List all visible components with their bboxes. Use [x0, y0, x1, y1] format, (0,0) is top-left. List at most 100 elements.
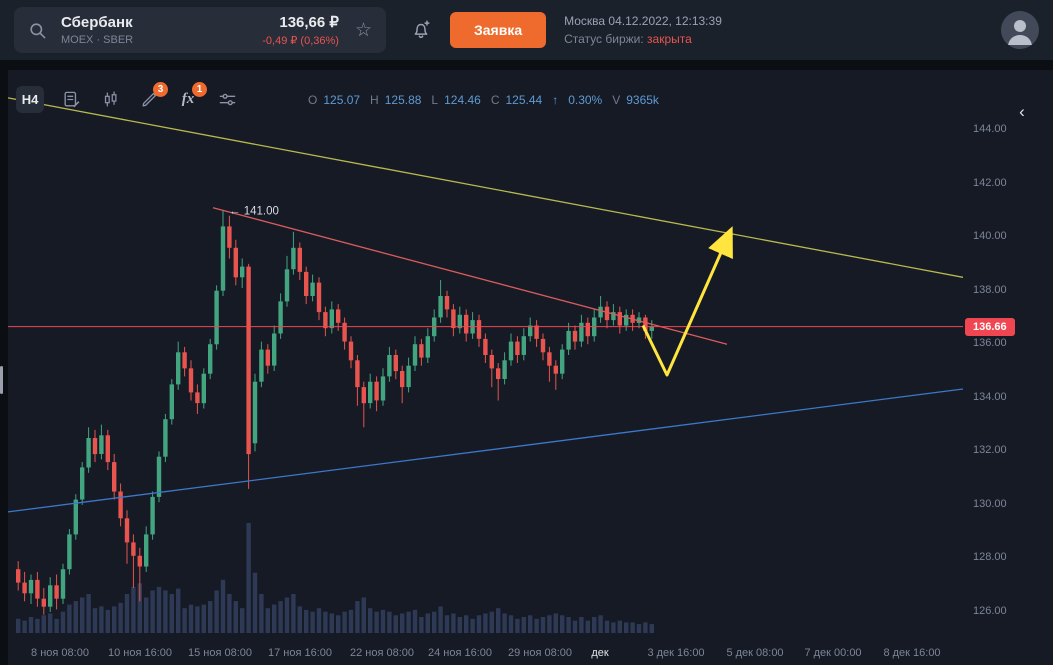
- drawing-tools-icon[interactable]: 3: [137, 81, 168, 112]
- upper-yellow-trendline[interactable]: [8, 97, 963, 278]
- trendline-drawings[interactable]: [8, 97, 963, 513]
- volume-bar: [643, 622, 648, 633]
- volume-bar: [508, 615, 514, 633]
- candle-body: [329, 309, 334, 329]
- candle-body: [195, 392, 200, 404]
- time-axis[interactable]: 8 ноя 08:00 10 ноя 16:00 15 ноя 08:00 17 но…: [8, 643, 963, 665]
- candle-body: [425, 336, 430, 358]
- candle-body: [240, 266, 245, 278]
- search-icon[interactable]: [28, 21, 47, 40]
- volume-bar: [137, 583, 142, 633]
- volume-bar: [131, 586, 136, 633]
- volume-bar: [400, 613, 405, 633]
- candle-body: [323, 312, 328, 329]
- volume-bar: [444, 615, 450, 633]
- candle-body: [227, 226, 232, 248]
- candle-body: [272, 333, 277, 366]
- candle-body: [528, 325, 533, 337]
- volume-bar: [368, 608, 373, 633]
- alert-bell-icon[interactable]: [410, 19, 432, 41]
- current-price-tag: 136.66: [965, 318, 1015, 336]
- volume-bar: [592, 617, 597, 633]
- time-axis-label: 15 ноя 08:00: [187, 647, 253, 659]
- drawings-count-badge: 3: [153, 81, 168, 97]
- candle-body: [476, 320, 482, 339]
- volume-bar: [291, 594, 296, 633]
- price-axis[interactable]: 136.66 ‹ 144.00 142.00 140.00 138.00 136.00 1…: [963, 70, 1053, 643]
- timeframe-button[interactable]: H4: [16, 86, 44, 113]
- time-axis-label: 8 ноя 08:00: [31, 647, 89, 659]
- volume-bar: [355, 601, 360, 633]
- candle-style-icon[interactable]: [98, 88, 122, 112]
- collapse-panel-chevron-icon[interactable]: ‹: [1019, 102, 1025, 121]
- volume-bar: [585, 620, 590, 633]
- peak-price-annotation[interactable]: ← 141.00: [229, 205, 279, 217]
- ohlc-change-percent: 0.30%: [568, 92, 603, 107]
- chart-canvas[interactable]: ← 141.00: [8, 70, 963, 643]
- volume-bar: [438, 606, 443, 633]
- volume-bar: [297, 606, 302, 633]
- volume-bar: [547, 615, 552, 633]
- price-axis-label: 144.00: [973, 123, 1007, 135]
- candle-body: [156, 456, 162, 497]
- volume-bar: [304, 609, 309, 633]
- favorite-star-icon[interactable]: ☆: [354, 19, 372, 41]
- volume-bar: [176, 588, 181, 633]
- notes-template-icon[interactable]: [59, 88, 83, 112]
- volume-bar: [28, 617, 34, 633]
- volume-bar: [387, 611, 392, 633]
- candle-body: [534, 325, 539, 339]
- volume-bar: [476, 615, 482, 633]
- candle-body: [214, 290, 219, 345]
- candle-body: [643, 317, 648, 331]
- candle-body: [144, 534, 149, 567]
- candle-body: [412, 344, 418, 366]
- volume-bar: [451, 613, 456, 633]
- candle-body: [99, 435, 104, 454]
- candle-body: [457, 314, 462, 329]
- annotations[interactable]: ← 141.00: [229, 205, 733, 377]
- volume-bar: [515, 618, 520, 633]
- candle-body: [406, 365, 411, 388]
- volume-bar: [80, 597, 85, 633]
- order-button[interactable]: Заявка: [450, 12, 547, 48]
- forecast-arrow-drawing[interactable]: [641, 226, 733, 377]
- instrument-exchange: MOEX · SBER: [61, 34, 134, 46]
- volume-bar: [67, 604, 72, 633]
- candlestick-series: [16, 210, 654, 615]
- candle-body: [67, 534, 72, 570]
- price-axis-label: 142.00: [973, 177, 1007, 189]
- candle-body: [54, 585, 59, 599]
- ohlc-direction-arrow-icon: ↑: [552, 92, 559, 107]
- volume-bar: [112, 606, 117, 633]
- volume-bar: [374, 611, 379, 633]
- lower-blue-trendline[interactable]: [8, 388, 963, 513]
- volume-bar: [419, 617, 424, 633]
- volume-bar: [521, 617, 526, 633]
- volume-bar: [560, 615, 565, 633]
- candle-body: [60, 569, 66, 599]
- volume-bar: [624, 622, 629, 633]
- chart-settings-icon[interactable]: [215, 88, 239, 112]
- volume-bar: [502, 613, 507, 633]
- candle-body: [483, 338, 488, 355]
- volume-bar: [99, 606, 104, 633]
- indicators-fx-icon[interactable]: fx 1: [176, 81, 207, 112]
- price-axis-label: 140.00: [973, 230, 1007, 242]
- volume-bar: [195, 606, 200, 633]
- instrument-search-panel[interactable]: Сбербанк MOEX · SBER 136,66 ₽ -0,49 ₽ (0…: [14, 7, 386, 53]
- chart-panel: ← 141.00 H4 3: [8, 70, 1053, 665]
- price-axis-label: 128.00: [973, 551, 1007, 563]
- volume-bar: [336, 615, 341, 633]
- candle-body: [502, 360, 507, 379]
- volume-bar: [182, 608, 187, 633]
- candle-body: [163, 419, 168, 457]
- red-descending-trendline[interactable]: [212, 207, 728, 345]
- user-avatar[interactable]: [1001, 11, 1039, 49]
- volume-bar: [41, 615, 46, 633]
- left-pane-resize-handle[interactable]: [0, 366, 3, 394]
- volume-bar: [22, 620, 27, 633]
- volume-bar: [284, 597, 290, 633]
- candle-body: [131, 542, 136, 556]
- volume-bar: [220, 579, 226, 633]
